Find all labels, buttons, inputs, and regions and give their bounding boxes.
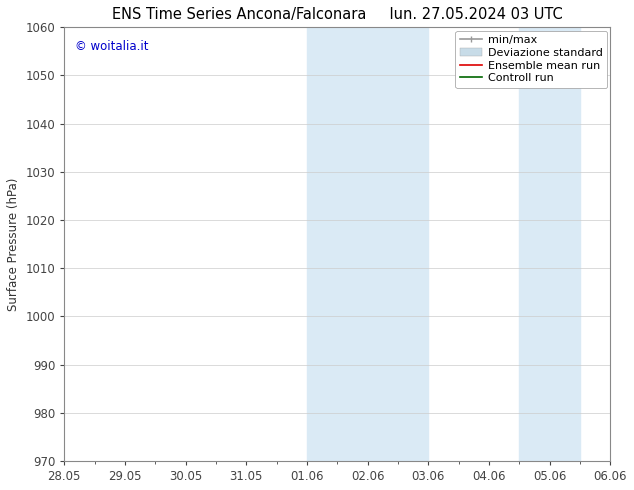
Bar [550, 27, 580, 461]
Bar [368, 27, 429, 461]
Y-axis label: Surface Pressure (hPa): Surface Pressure (hPa) [7, 177, 20, 311]
Title: ENS Time Series Ancona/Falconara     lun. 27.05.2024 03 UTC: ENS Time Series Ancona/Falconara lun. 27… [112, 7, 562, 22]
Legend: min/max, Deviazione standard, Ensemble mean run, Controll run: min/max, Deviazione standard, Ensemble m… [455, 30, 607, 88]
Bar [519, 27, 550, 461]
Bar [307, 27, 368, 461]
Text: © woitalia.it: © woitalia.it [75, 40, 149, 53]
